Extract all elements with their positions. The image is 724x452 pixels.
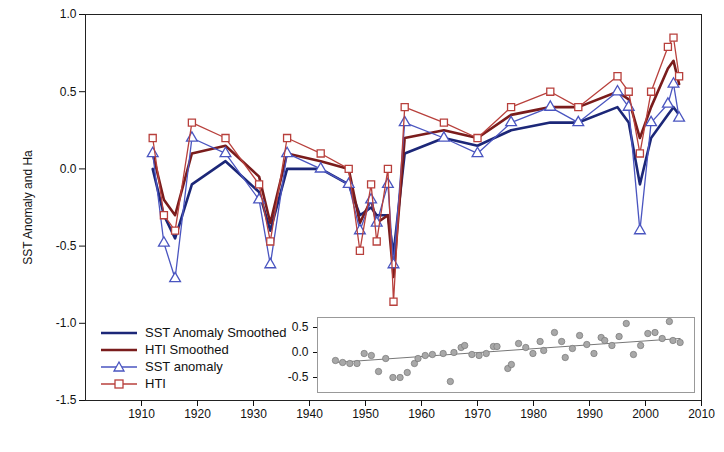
svg-text:1930: 1930: [240, 407, 267, 421]
svg-text:1920: 1920: [184, 407, 211, 421]
svg-text:2010: 2010: [688, 407, 715, 421]
svg-text:-0.5: -0.5: [288, 370, 309, 384]
svg-text:1950: 1950: [352, 407, 379, 421]
svg-text:-1.5: -1.5: [56, 393, 77, 407]
svg-text:0.0: 0.0: [60, 162, 77, 176]
html-text:HTI Smoothed: HTI Smoothed: [145, 342, 229, 357]
svg-text:1.0: 1.0: [60, 7, 77, 21]
svg-text:2000: 2000: [632, 407, 659, 421]
svg-text:1960: 1960: [408, 407, 435, 421]
svg-text:-1.0: -1.0: [56, 316, 77, 330]
svg-text:SST Anomaly and Ha: SST Anomaly and Ha: [21, 150, 35, 265]
svg-text:0.0: 0.0: [292, 345, 309, 359]
svg-text:1970: 1970: [464, 407, 491, 421]
svg-text:1910: 1910: [128, 407, 155, 421]
svg-text:0.5: 0.5: [292, 320, 309, 334]
svg-text:0.5: 0.5: [60, 85, 77, 99]
html-text:SST Anomaly Smoothed: SST Anomaly Smoothed: [145, 325, 287, 340]
html-text:HTI: HTI: [145, 376, 166, 391]
svg-text:1940: 1940: [296, 407, 323, 421]
html-text:SST anomaly: SST anomaly: [145, 359, 223, 374]
svg-text:1980: 1980: [520, 407, 547, 421]
svg-text:-0.5: -0.5: [56, 239, 77, 253]
svg-text:1990: 1990: [576, 407, 603, 421]
